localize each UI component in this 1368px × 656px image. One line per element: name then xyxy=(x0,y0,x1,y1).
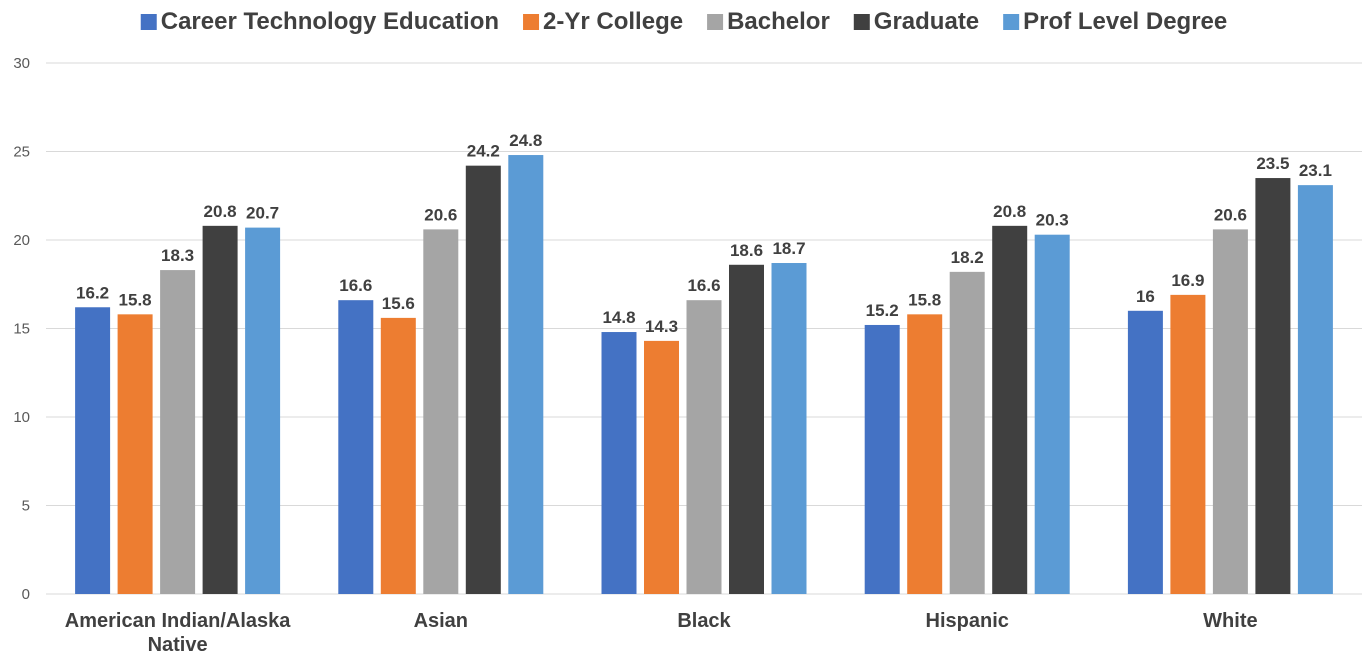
legend-label: Prof Level Degree xyxy=(1023,8,1227,35)
y-tick-label: 10 xyxy=(13,409,30,426)
x-axis: American Indian/Alaska Native Asian Black Hi… xyxy=(65,610,1258,656)
bar-graduate-white xyxy=(1255,178,1291,595)
data-label: 18.6 xyxy=(730,241,763,260)
legend-label: Graduate xyxy=(874,8,979,35)
y-tick-label: 25 xyxy=(13,144,30,161)
bar-bachelor-asian xyxy=(423,229,459,594)
x-category-label: White xyxy=(1203,610,1257,632)
bar-career-technology-education-white xyxy=(1127,310,1163,594)
bar-prof-level-degree-white xyxy=(1297,185,1333,594)
bar-career-technology-education-american-indian-alaska-native xyxy=(75,307,111,594)
bar-graduate-american-indian-alaska-native xyxy=(202,225,238,594)
y-tick-label: 0 xyxy=(22,586,30,603)
legend-label: Career Technology Education xyxy=(161,8,499,35)
legend-swatch xyxy=(140,14,157,30)
data-label: 24.2 xyxy=(467,142,500,161)
y-tick-label: 30 xyxy=(13,55,30,72)
data-label: 20.6 xyxy=(1214,205,1247,224)
bar-2-yr-college-black xyxy=(644,340,679,594)
data-label: 16.2 xyxy=(76,283,109,302)
x-category-label: Hispanic xyxy=(926,610,1009,632)
data-label: 20.8 xyxy=(993,202,1026,221)
bar-bachelor-black xyxy=(686,300,722,594)
legend-label: Bachelor xyxy=(727,8,830,35)
y-tick-label: 20 xyxy=(13,232,30,249)
legend-item-bachelor: Bachelor xyxy=(707,8,830,35)
data-label: 15.8 xyxy=(908,290,941,309)
data-label: 16.9 xyxy=(1171,271,1204,290)
bar-2-yr-college-white xyxy=(1170,294,1206,594)
legend-swatch xyxy=(523,14,540,30)
data-label: 18.3 xyxy=(161,246,194,265)
data-label: 23.1 xyxy=(1299,161,1332,180)
data-label: 15.6 xyxy=(382,294,415,313)
data-label: 16.6 xyxy=(339,276,372,295)
y-axis: 0 5 10 15 20 25 30 xyxy=(13,55,30,603)
data-labels: 16.2 15.8 18.3 20.8 20.7 16.6 15.6 20.6 24.2 24.8… xyxy=(76,131,1332,336)
data-label: 20.7 xyxy=(246,204,279,223)
bar-bachelor-hispanic xyxy=(949,271,985,594)
bar-career-technology-education-black xyxy=(601,332,637,594)
bar-graduate-black xyxy=(729,264,764,594)
x-category-label: Asian xyxy=(414,610,468,632)
bar-graduate-hispanic xyxy=(992,225,1028,594)
bar-2-yr-college-american-indian-alaska-native xyxy=(117,314,153,594)
y-tick-label: 5 xyxy=(22,498,30,515)
legend-label: 2-Yr College xyxy=(543,8,683,35)
bar-bachelor-white xyxy=(1212,229,1248,594)
data-label: 15.2 xyxy=(866,301,899,320)
bar-2-yr-college-hispanic xyxy=(907,314,943,594)
legend-item-prof-level-degree: Prof Level Degree xyxy=(1003,8,1227,35)
bar-prof-level-degree-black xyxy=(771,263,807,594)
bar-2-yr-college-asian xyxy=(380,317,416,594)
data-label: 16.6 xyxy=(687,276,720,295)
data-label: 24.8 xyxy=(509,131,542,150)
bar-prof-level-degree-asian xyxy=(508,155,544,595)
legend-item-2-yr-college: 2-Yr College xyxy=(523,8,683,35)
data-label: 14.8 xyxy=(602,308,635,327)
legend-swatch xyxy=(707,14,724,30)
legend-item-career-technology-education: Career Technology Education xyxy=(140,8,499,35)
x-category-label: Black xyxy=(677,610,731,632)
legend: Career Technology Education 2-Yr College B… xyxy=(140,8,1227,35)
data-label: 20.8 xyxy=(204,202,237,221)
bar-career-technology-education-asian xyxy=(338,300,374,594)
data-label: 20.6 xyxy=(424,205,457,224)
data-label: 15.8 xyxy=(119,290,152,309)
data-label: 18.7 xyxy=(772,239,805,258)
y-tick-label: 15 xyxy=(13,321,30,338)
data-label: 14.3 xyxy=(645,317,678,336)
legend-swatch xyxy=(1003,14,1020,30)
legend-item-graduate: Graduate xyxy=(853,8,979,35)
legend-swatch xyxy=(853,14,870,30)
data-label: 23.5 xyxy=(1256,154,1289,173)
bar-prof-level-degree-hispanic xyxy=(1034,234,1070,594)
bar-career-technology-education-hispanic xyxy=(864,324,900,594)
data-label: 16 xyxy=(1136,287,1155,306)
data-label: 18.2 xyxy=(951,248,984,267)
bar-prof-level-degree-american-indian-alaska-native xyxy=(245,227,281,595)
data-label: 20.3 xyxy=(1036,211,1069,230)
x-category-label: American Indian/Alaska Native xyxy=(65,610,292,656)
bars xyxy=(75,155,1333,595)
bar-graduate-asian xyxy=(465,165,501,594)
bar-bachelor-american-indian-alaska-native xyxy=(160,270,196,594)
